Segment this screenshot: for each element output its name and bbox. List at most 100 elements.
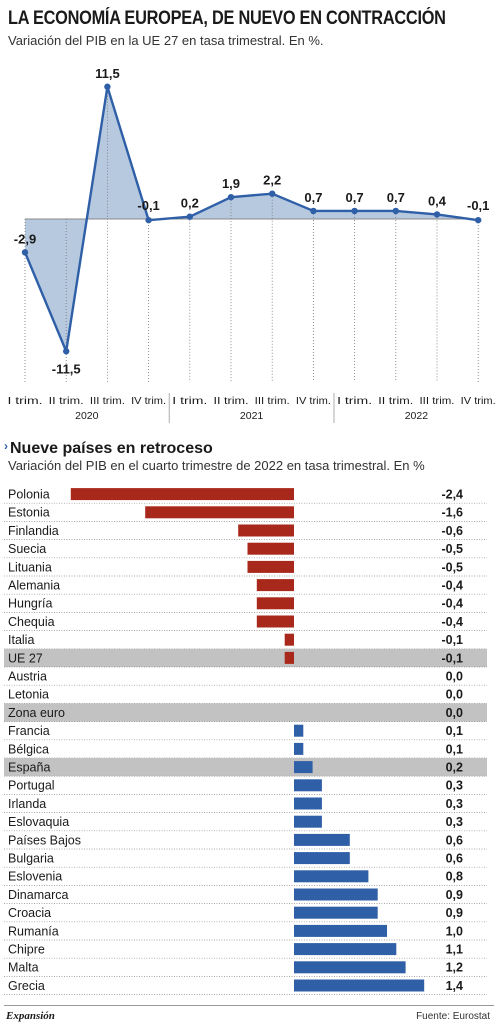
data-label: 0,7 bbox=[346, 190, 364, 205]
category-label: Eslovaquia bbox=[8, 815, 69, 829]
bar bbox=[70, 488, 294, 501]
bar bbox=[294, 979, 425, 992]
value-label: -0,1 bbox=[441, 633, 463, 647]
bar bbox=[284, 633, 294, 646]
data-point bbox=[392, 207, 399, 215]
data-point bbox=[475, 216, 482, 224]
highlight-row bbox=[4, 758, 487, 777]
category-label: Países Bajos bbox=[8, 833, 81, 847]
category-label: España bbox=[8, 761, 50, 775]
bar bbox=[294, 833, 350, 846]
category-label: Bélgica bbox=[8, 742, 49, 756]
x-tick-label: IV trim. bbox=[296, 396, 331, 407]
value-label: -0,1 bbox=[441, 651, 463, 665]
value-label: 0,6 bbox=[446, 833, 463, 847]
category-label: Lituania bbox=[8, 560, 52, 574]
category-label: Irlanda bbox=[8, 797, 46, 811]
brand-logo: Expansión bbox=[6, 1010, 55, 1022]
data-label: 1,9 bbox=[222, 176, 240, 191]
value-label: -2,4 bbox=[441, 488, 463, 502]
value-label: 1,4 bbox=[446, 979, 463, 993]
data-label: 11,5 bbox=[95, 66, 120, 81]
bar bbox=[247, 560, 294, 573]
data-point bbox=[351, 207, 358, 215]
year-label: 2021 bbox=[240, 410, 264, 422]
source-note: Fuente: Eurostat bbox=[416, 1011, 490, 1022]
year-label: 2022 bbox=[405, 410, 429, 422]
value-label: -0,6 bbox=[441, 524, 463, 538]
data-label: 0,2 bbox=[181, 196, 199, 211]
bar bbox=[294, 797, 322, 810]
data-label: 0,7 bbox=[387, 190, 405, 205]
series-line bbox=[23, 85, 479, 353]
value-label: 0,9 bbox=[446, 906, 463, 920]
bar bbox=[256, 615, 294, 628]
category-label: Austria bbox=[8, 670, 47, 684]
x-tick-label: III trim. bbox=[420, 396, 455, 407]
value-label: -1,6 bbox=[441, 506, 463, 520]
category-label: Portugal bbox=[8, 779, 55, 793]
bar bbox=[294, 815, 322, 828]
bar bbox=[238, 524, 294, 537]
value-label: 0,3 bbox=[446, 779, 463, 793]
category-label: Zona euro bbox=[8, 706, 65, 720]
category-label: Italia bbox=[8, 633, 34, 647]
value-label: 0,2 bbox=[446, 761, 463, 775]
value-label: 0,0 bbox=[446, 688, 463, 702]
bar bbox=[256, 579, 294, 592]
data-point bbox=[227, 193, 235, 201]
data-point bbox=[186, 213, 193, 220]
x-tick-label: II trim. bbox=[378, 396, 413, 407]
chevron-right-icon: › bbox=[4, 439, 8, 453]
category-label: Malta bbox=[8, 961, 39, 975]
value-label: 0,3 bbox=[446, 797, 463, 811]
category-label: Finlandia bbox=[8, 524, 59, 538]
value-label: 0,3 bbox=[446, 815, 463, 829]
value-label: 0,1 bbox=[446, 742, 463, 756]
data-label: -0,1 bbox=[467, 198, 489, 213]
bar bbox=[145, 506, 294, 519]
bar bbox=[256, 597, 294, 610]
x-tick-label: II trim. bbox=[214, 396, 249, 407]
bar bbox=[294, 961, 406, 974]
country-gdp-bar-chart: Polonia -2,4 Estonia -1,6 Finlandia -0,6 Sueci… bbox=[4, 488, 487, 995]
category-label: Eslovenia bbox=[8, 870, 62, 884]
value-label: -0,4 bbox=[441, 615, 463, 629]
bar bbox=[294, 852, 350, 865]
value-label: 0,9 bbox=[446, 888, 463, 902]
x-tick-label: II trim. bbox=[49, 396, 84, 407]
value-label: 1,2 bbox=[446, 961, 463, 975]
bar bbox=[284, 651, 294, 664]
data-label: 0,7 bbox=[304, 190, 322, 205]
section-title: › Nueve países en retroceso bbox=[4, 439, 213, 458]
data-point bbox=[104, 83, 111, 90]
category-label: Croacia bbox=[8, 906, 51, 920]
bar bbox=[294, 924, 387, 937]
x-tick-label: I trim. bbox=[8, 396, 43, 407]
value-label: 0,0 bbox=[446, 706, 463, 720]
bar bbox=[294, 761, 313, 774]
x-tick-label: I trim. bbox=[172, 396, 207, 407]
bar bbox=[294, 888, 378, 901]
category-label: Estonia bbox=[8, 506, 50, 520]
data-point bbox=[62, 348, 70, 355]
category-label: Dinamarca bbox=[8, 888, 68, 902]
section-title-text: Nueve países en retroceso bbox=[10, 440, 213, 457]
x-tick-label: IV trim. bbox=[461, 396, 496, 407]
category-label: Hungría bbox=[8, 597, 53, 611]
value-label: 0,1 bbox=[446, 724, 463, 738]
x-tick-label: IV trim. bbox=[131, 396, 166, 407]
category-label: Polonia bbox=[8, 488, 50, 502]
data-point bbox=[269, 190, 276, 197]
value-label: -0,4 bbox=[441, 579, 463, 593]
x-tick-label: I trim. bbox=[337, 396, 372, 407]
bar bbox=[294, 870, 369, 883]
highlight-row bbox=[4, 703, 487, 722]
year-label: 2020 bbox=[75, 410, 99, 422]
bar bbox=[294, 742, 304, 755]
x-tick-label: III trim. bbox=[255, 396, 290, 407]
highlight-row bbox=[4, 648, 487, 667]
category-label: Letonia bbox=[8, 688, 49, 702]
value-label: 1,1 bbox=[446, 943, 463, 957]
bar bbox=[294, 943, 397, 956]
